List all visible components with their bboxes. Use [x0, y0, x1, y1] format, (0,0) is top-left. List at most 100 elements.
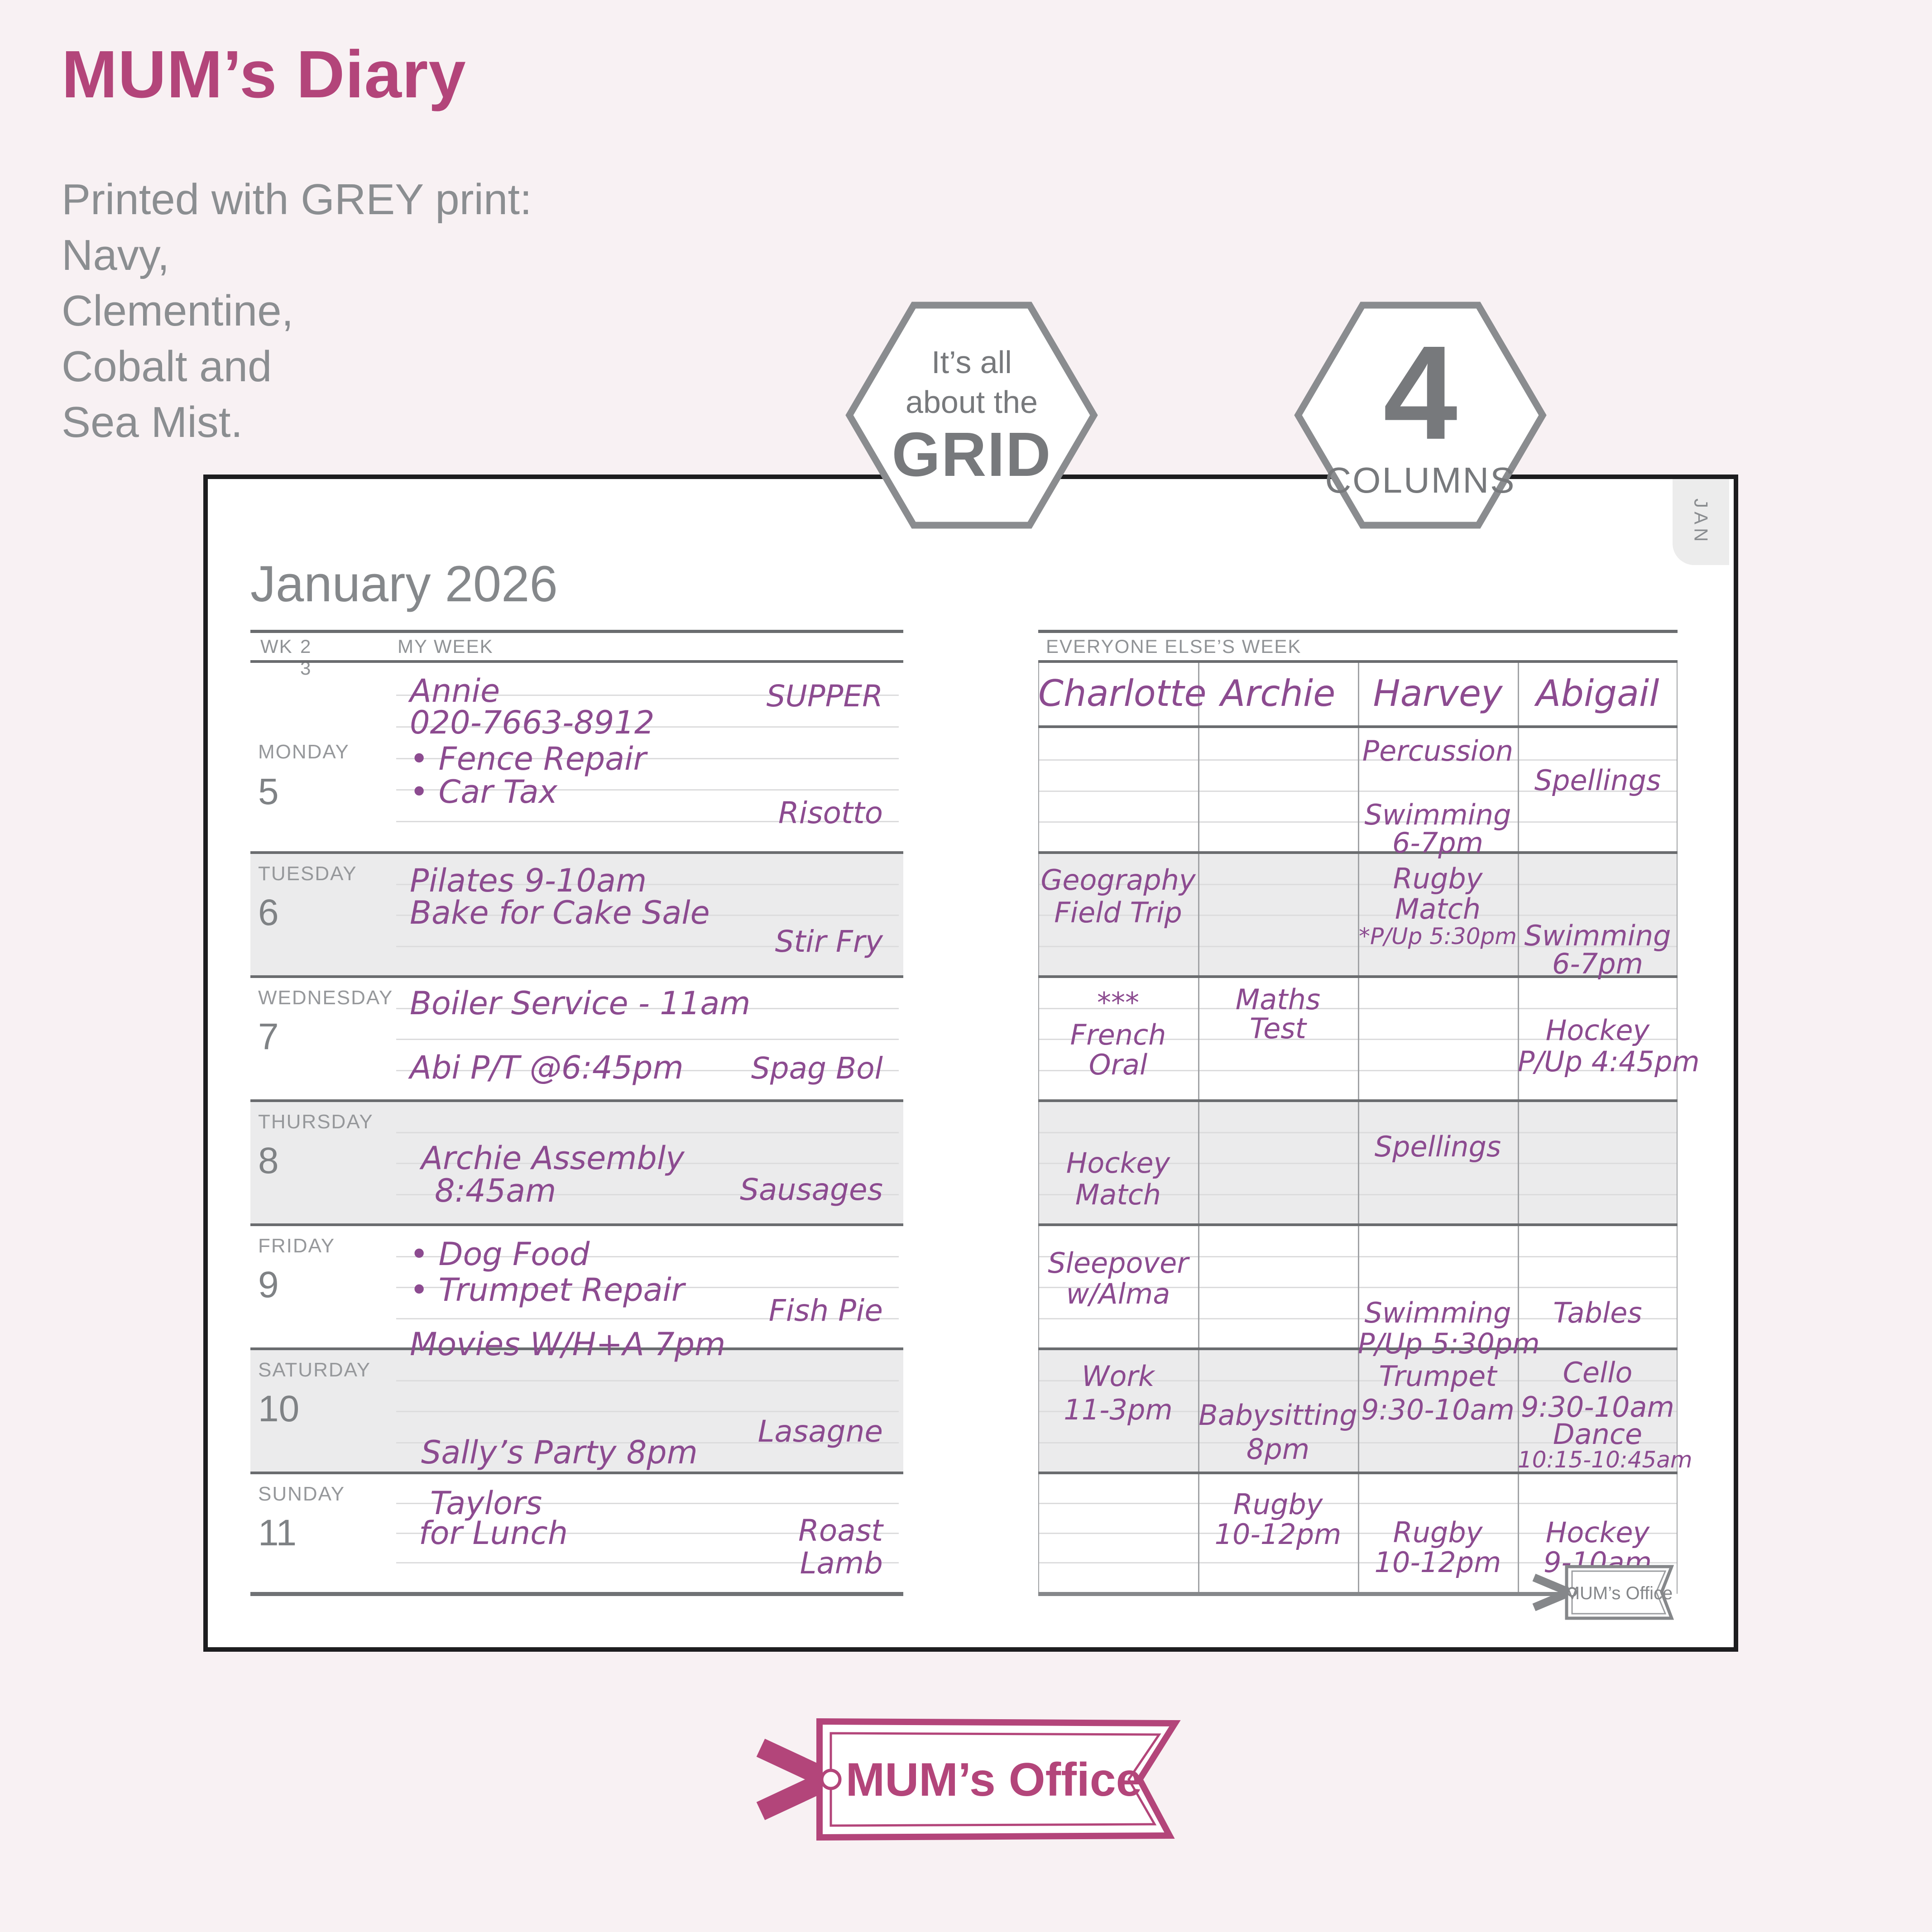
day-label: SUNDAY: [258, 1483, 345, 1505]
day-label: FRIDAY: [258, 1235, 336, 1257]
family-entry: Geography: [1040, 863, 1196, 896]
meal-entry: Lamb: [800, 1546, 883, 1581]
meal-entry: Risotto: [778, 796, 883, 830]
day-separator: [1038, 1347, 1678, 1350]
family-entry: Spellings: [1534, 764, 1661, 797]
meal-entry: Sausages: [740, 1172, 883, 1207]
family-entry: Swimming: [1524, 919, 1671, 952]
columns-badge-label: COLUMNS: [1325, 460, 1516, 501]
ruled-line: [396, 1562, 899, 1563]
family-column-name: Abigail: [1536, 672, 1659, 714]
diary-entry: Pilates 9-10am: [410, 862, 647, 899]
diary-entry: • Car Tax: [410, 773, 558, 810]
diary-entry: • Dog Food: [410, 1236, 590, 1273]
tag-outline: [1565, 1565, 1674, 1620]
family-entry: Oral: [1088, 1048, 1148, 1081]
ruled-line: [396, 1194, 899, 1195]
diary-entry: Archie Assembly: [421, 1140, 685, 1177]
family-entry: Match: [1075, 1178, 1161, 1211]
diary-entry: Bake for Cake Sale: [410, 894, 710, 931]
month-title: January 2026: [250, 556, 558, 612]
diary-entry: 020-7663-8912: [410, 704, 655, 741]
meal-entry: Lasagne: [757, 1414, 883, 1449]
family-entry: Swimming: [1364, 798, 1511, 831]
day-separator: [1038, 975, 1678, 978]
ruled-line: [396, 1039, 899, 1040]
subtitle-line: Printed with GREY print:: [62, 175, 532, 224]
table-rule: [1038, 630, 1678, 633]
meal-entry: Fish Pie: [768, 1293, 883, 1328]
family-entry: 10-12pm: [1214, 1518, 1342, 1551]
table-bottom-rule: [250, 1592, 903, 1596]
day-number: 9: [258, 1264, 279, 1305]
grid-badge-word: GRID: [892, 420, 1052, 490]
table-rule: [1038, 660, 1678, 663]
hexagon-icon: [845, 302, 1098, 529]
ruled-line: [396, 1070, 899, 1071]
page-subtitle: Printed with GREY print: Navy, Clementin…: [62, 172, 532, 450]
day-label: MONDAY: [258, 741, 350, 763]
ruled-line: [396, 1287, 899, 1288]
day-number: 5: [258, 771, 279, 812]
subtitle-line: Cobalt and: [62, 342, 272, 391]
ruled-line: [396, 821, 899, 822]
family-entry: 11-3pm: [1064, 1393, 1173, 1426]
wk-label: WK: [260, 636, 293, 657]
footer-logo-tag: MUM’s Office: [756, 1718, 1181, 1841]
ruled-line: [396, 1380, 899, 1381]
family-entry: Rugby: [1393, 862, 1483, 895]
family-entry: P/Up 5:30pm: [1358, 1327, 1540, 1360]
family-entry: *P/Up 5:30pm: [1359, 923, 1517, 949]
day-number: 10: [258, 1388, 300, 1429]
family-entry: Match: [1395, 892, 1481, 925]
ribbon-arrow-icon: [1532, 1573, 1569, 1611]
tag-inner-outline: [829, 1732, 1161, 1827]
table-rule: [250, 660, 903, 663]
family-entry: 9:30-10am: [1521, 1390, 1674, 1424]
meal-entry: SUPPER: [766, 679, 883, 714]
day-label: TUESDAY: [258, 863, 357, 885]
day-separator: [1038, 851, 1678, 854]
family-entry: 10:15-10:45am: [1518, 1447, 1692, 1473]
tag-inner-outline: [1571, 1570, 1667, 1615]
grid-badge-line2: about the: [906, 384, 1038, 420]
diary-entry: Abi P/T @6:45pm: [410, 1049, 684, 1086]
ruled-line: [396, 1318, 899, 1319]
family-entry: Hockey: [1066, 1146, 1170, 1179]
ruled-line: [396, 884, 899, 885]
day-number: 8: [258, 1140, 279, 1181]
ruled-line: [396, 758, 899, 759]
meal-entry: Stir Fry: [775, 924, 883, 959]
family-entry: 6-7pm: [1392, 826, 1483, 859]
ruled-line: [396, 695, 899, 696]
ruled-line: [396, 915, 899, 916]
family-entry: Sleepover: [1048, 1246, 1189, 1280]
column-divider: [1677, 663, 1678, 1594]
tag-outline: [816, 1718, 1181, 1841]
subtitle-line: Clementine,: [62, 286, 294, 335]
family-entry: Rugby: [1233, 1488, 1323, 1521]
day-number: 6: [258, 892, 279, 933]
family-entry: French: [1070, 1018, 1166, 1051]
family-column-name: Charlotte: [1038, 672, 1207, 714]
diary-entry: • Trumpet Repair: [410, 1271, 685, 1309]
ruled-line: [396, 1256, 899, 1257]
subtitle-line: Navy,: [62, 230, 170, 279]
diary-entry: for Lunch: [419, 1515, 568, 1552]
family-entry: Work: [1082, 1360, 1155, 1393]
day-separator: [1038, 1099, 1678, 1102]
ribbon-arrow-icon: [756, 1739, 826, 1820]
my-week-header: MY WEEK: [398, 636, 494, 657]
family-entry: 9:30-10am: [1361, 1393, 1515, 1426]
diary-entry: 8:45am: [435, 1172, 556, 1209]
day-number: 7: [258, 1016, 279, 1057]
family-entry: 10-12pm: [1374, 1546, 1501, 1579]
ruled-line: [396, 946, 899, 947]
diary-entry: Taylors: [430, 1485, 542, 1522]
diary-entry: Boiler Service - 11am: [410, 985, 751, 1022]
column-divider: [1198, 663, 1199, 1594]
family-entry: Percussion: [1362, 734, 1514, 767]
family-entry: Babysitting: [1199, 1399, 1357, 1432]
table-rule: [250, 630, 903, 633]
meal-entry: Spag Bol: [751, 1051, 883, 1086]
